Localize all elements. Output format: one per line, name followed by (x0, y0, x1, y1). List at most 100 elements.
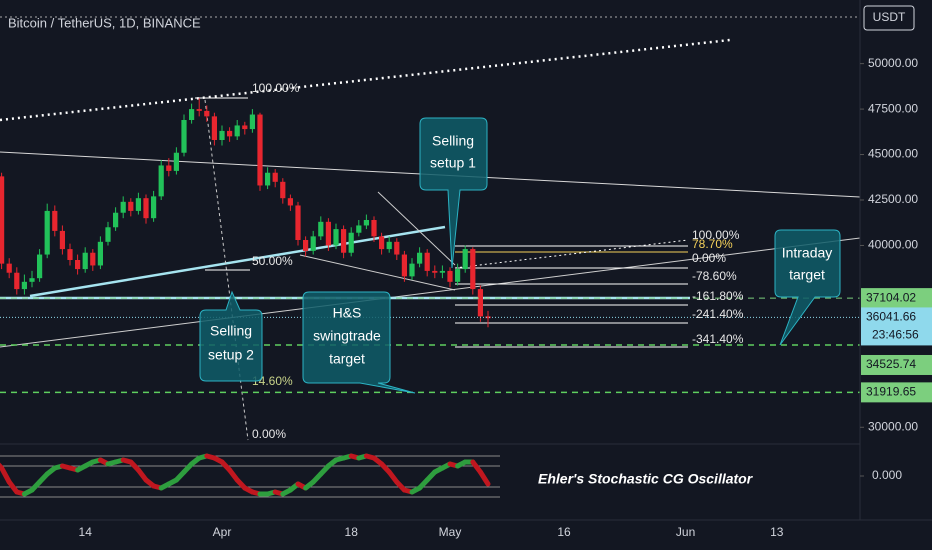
candle-body (21, 281, 27, 290)
fib-label: 14.60% (252, 374, 293, 388)
callout-box (419, 117, 488, 269)
candle-body (120, 201, 126, 213)
candle-body (105, 227, 111, 242)
callout-box (302, 291, 416, 394)
x-tick-label: 16 (557, 525, 571, 539)
candle-body (82, 252, 88, 270)
candle-body (6, 263, 12, 273)
y-tick-label: 45000.00 (868, 147, 918, 161)
price-axis (860, 0, 932, 550)
candle-body (135, 198, 141, 211)
x-tick-label: 14 (79, 525, 93, 539)
fib-labels: 100.00% 50.00% 14.60% 0.00% 100.00% 78.7… (252, 81, 744, 441)
candle-body (204, 110, 210, 117)
price-tag (861, 354, 932, 375)
price-tag (861, 382, 932, 403)
candle-body (44, 210, 50, 255)
candle-body (181, 120, 187, 153)
countdown: 23:46:56 (872, 328, 919, 342)
candle-body (265, 172, 271, 186)
candle-body (52, 210, 58, 231)
y-tick-label: 47500.00 (868, 101, 918, 115)
candle-body (287, 198, 293, 206)
x-tick-label: 18 (345, 525, 359, 539)
candle-body (439, 270, 445, 273)
x-tick-label: Apr (213, 525, 232, 539)
candle-body (67, 249, 73, 260)
candle-body (59, 230, 65, 250)
drawings (0, 16, 861, 498)
candle-body (280, 181, 286, 199)
candle-body (0, 176, 5, 264)
candle-body (485, 316, 491, 319)
x-tick-label: Jun (676, 525, 695, 539)
candle-body (211, 116, 217, 140)
currency[interactable]: USDT (873, 10, 906, 24)
candle-body (401, 254, 407, 277)
candle-body (462, 249, 468, 270)
candle-body (227, 130, 233, 137)
candle-body (455, 269, 461, 282)
oscillator-segment (0, 465, 12, 485)
candle-body (295, 205, 301, 240)
candle-body (249, 114, 255, 130)
candle-body (333, 229, 339, 246)
candle-body (348, 232, 354, 253)
fib-label: -341.40% (692, 332, 744, 346)
x-tick-label: 13 (770, 525, 784, 539)
candle-body (90, 252, 96, 266)
candle-body (379, 236, 385, 250)
callout-text: target (329, 351, 365, 367)
candle-body (234, 125, 240, 137)
y-tick-label: 0.000 (872, 468, 902, 482)
candle-body (447, 270, 453, 282)
candle-body (386, 241, 392, 250)
currency-button[interactable] (863, 5, 915, 31)
candle-body (310, 236, 316, 251)
candle-body (242, 125, 248, 130)
price-tag-label: 34525.74 (866, 357, 916, 371)
price-tag-label: 37104.02 (866, 290, 916, 304)
axis-layer: 50000.00 47500.00 45000.00 42500.00 40000.00… (79, 56, 932, 539)
candle-body (303, 240, 309, 251)
candle-body (14, 272, 20, 290)
candle-body (394, 241, 400, 255)
y-tick-label: 42500.00 (868, 192, 918, 206)
candle-body (219, 130, 225, 140)
fib-label: -161.80% (692, 289, 744, 303)
dotted-trendline (0, 38, 731, 122)
candle-body (363, 220, 369, 226)
candle-body (417, 252, 423, 264)
price-tag (861, 288, 932, 309)
price-tag (861, 307, 932, 346)
wedge-line (377, 191, 456, 266)
candle-body (325, 221, 331, 246)
fib-label: 78.70% (692, 237, 733, 251)
callout-box (774, 229, 841, 346)
candle-body (158, 165, 164, 197)
fib-label: 0.00% (252, 427, 286, 441)
fib-trend (454, 239, 689, 269)
neckline (29, 225, 446, 298)
candle-body (477, 289, 483, 317)
y-tick-label: 30000.00 (868, 419, 918, 433)
candle-body (409, 263, 415, 277)
fib-label: 100.00% (692, 228, 740, 242)
callout-text: Selling (210, 323, 252, 339)
callouts: Selling setup 1 Selling setup 2 H&S swin… (199, 117, 841, 394)
candle-body (151, 196, 157, 219)
callout-text: target (789, 267, 825, 283)
candle-body (257, 114, 263, 186)
candle-body (97, 241, 103, 266)
candle-body (196, 109, 202, 111)
callout-text: swingtrade (313, 328, 381, 344)
candle-body (341, 229, 347, 253)
callout-text: H&S (333, 305, 362, 321)
price-tag-label: 36041.66 (866, 310, 916, 324)
callout-text: setup 1 (430, 155, 476, 171)
candle-body (113, 212, 119, 228)
chart-title: Bitcoin / TetherUS, 1D, BINANCE (8, 15, 201, 30)
candle-body (29, 278, 35, 282)
fib-label: 50.00% (252, 254, 293, 268)
candle-body (75, 260, 81, 270)
